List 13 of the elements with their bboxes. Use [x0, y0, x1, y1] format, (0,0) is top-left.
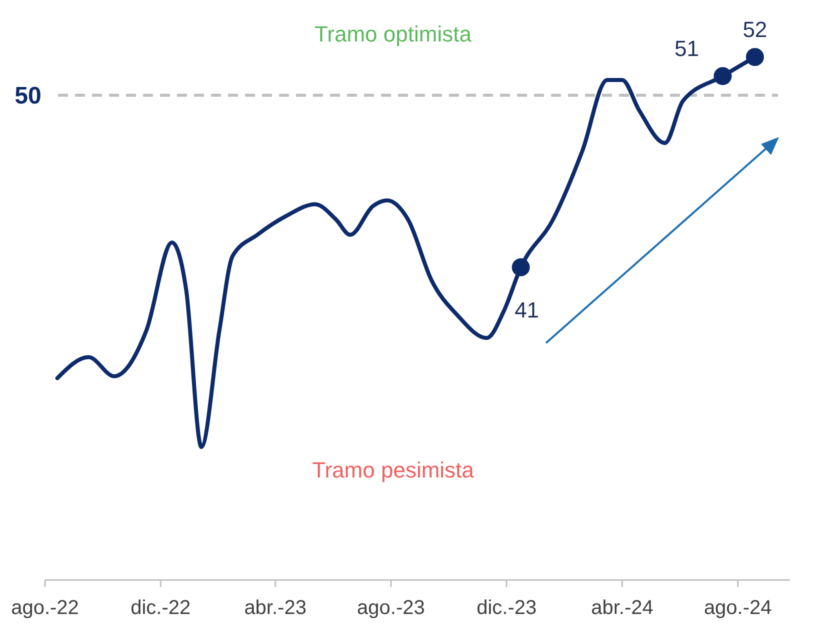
- x-tick-label: abr.-24: [591, 597, 654, 619]
- data-label: 41: [514, 297, 540, 322]
- data-label: 51: [674, 36, 699, 62]
- x-tick-label: ago.-23: [357, 597, 425, 619]
- text: Tramo pesimista: [312, 458, 475, 483]
- x-tick-label: ago.-22: [11, 597, 79, 619]
- text: Tramo optimista: [314, 22, 472, 47]
- x-tick-label: abr.-23: [244, 597, 306, 619]
- x-tick-label: ago.-24: [704, 597, 772, 619]
- x-tick-label: dic.-22: [130, 597, 191, 619]
- data-label: 52: [742, 17, 768, 42]
- x-tick-label: dic.-23: [476, 597, 537, 619]
- ref-line-label: 50: [14, 82, 42, 110]
